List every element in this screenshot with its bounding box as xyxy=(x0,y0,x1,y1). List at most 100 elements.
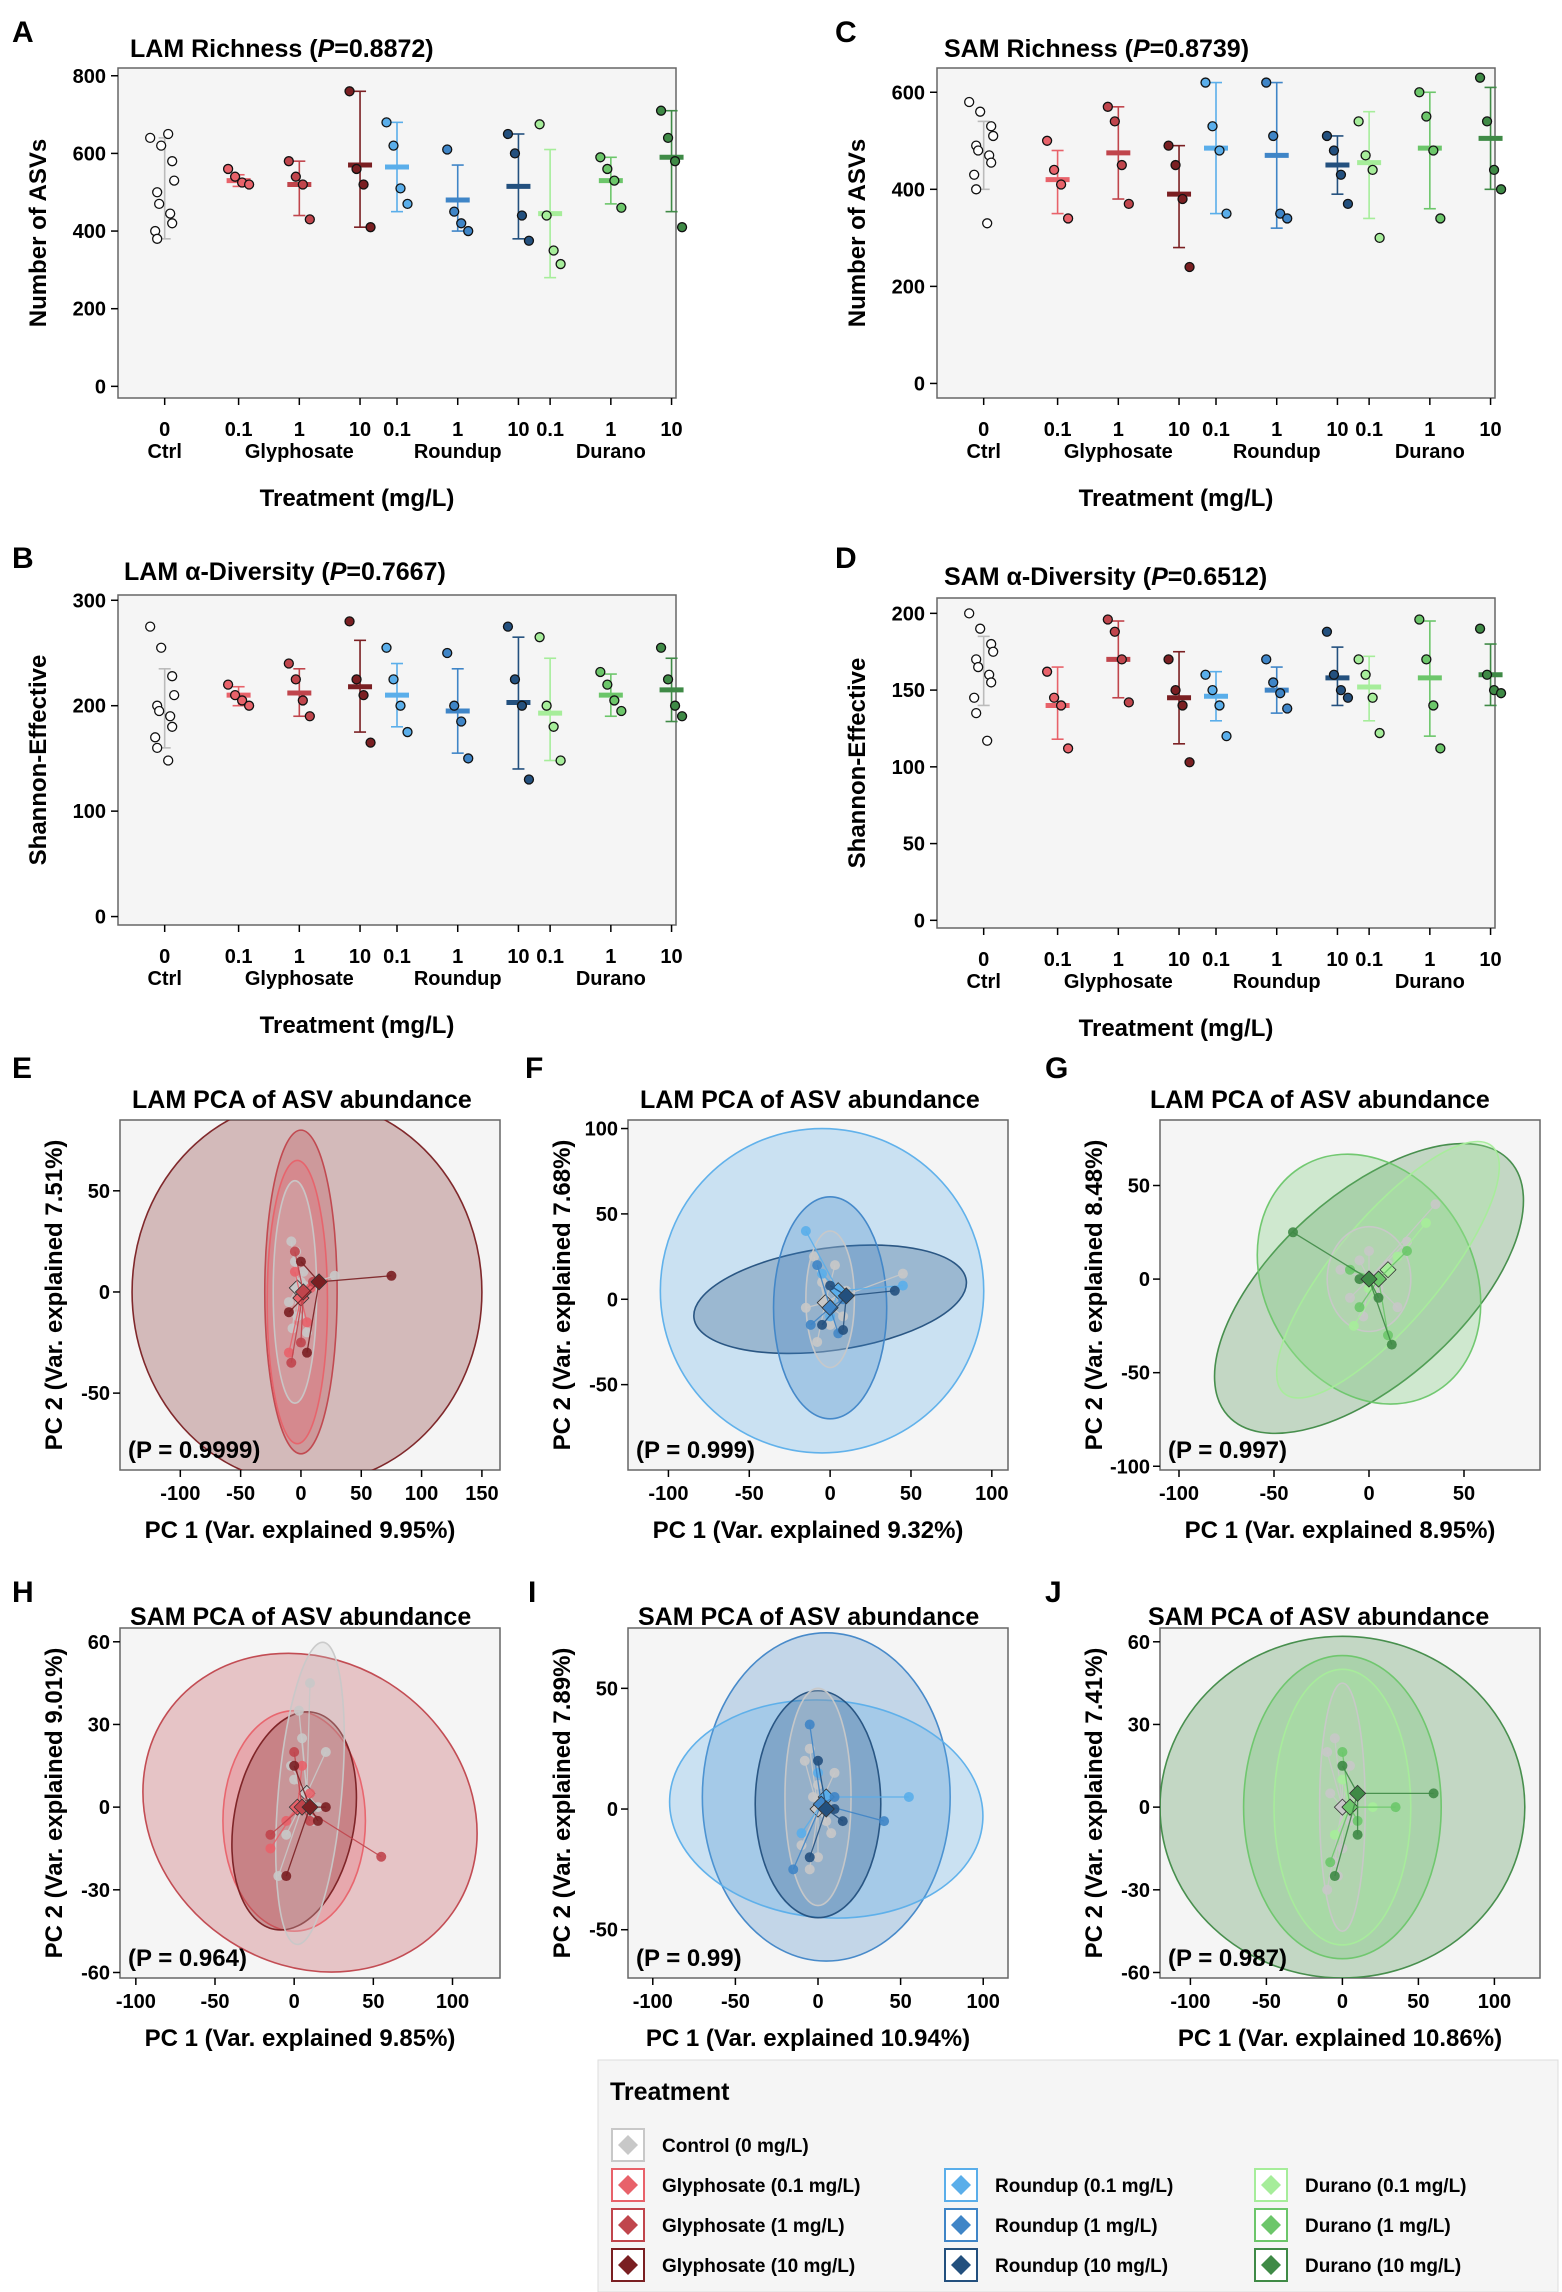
x-group-label: Durano xyxy=(576,441,646,463)
data-point xyxy=(388,674,399,685)
x-tick-label: 0 xyxy=(978,419,989,441)
y-tick-label: 400 xyxy=(892,179,925,201)
sample-point xyxy=(796,1840,807,1851)
sample-point xyxy=(283,1307,294,1318)
data-point xyxy=(516,700,528,711)
data-point xyxy=(442,647,453,659)
x-tick-label: 10 xyxy=(1168,419,1190,441)
x-tick-label: -50 xyxy=(1252,1991,1281,2013)
x-tick-label: 0.1 xyxy=(1355,949,1383,971)
x-tick-label: 0 xyxy=(1337,1991,1348,2013)
data-point xyxy=(1360,150,1371,161)
x-tick-label: 0.1 xyxy=(383,419,411,441)
data-point xyxy=(297,179,308,190)
data-point xyxy=(229,690,241,701)
chart-title: SAM Richness (P=0.8739) xyxy=(944,35,1249,63)
y-tick-label: 60 xyxy=(1128,1632,1150,1654)
x-tick-label: 1 xyxy=(452,419,463,441)
legend-swatch xyxy=(944,2248,978,2282)
spider-line xyxy=(1368,1278,1393,1345)
data-point xyxy=(595,152,606,163)
data-point xyxy=(1421,111,1432,122)
x-group-label: Roundup xyxy=(414,441,502,463)
data-point xyxy=(402,198,413,210)
sample-point xyxy=(297,1760,308,1771)
data-point xyxy=(975,623,986,634)
pca-content xyxy=(1213,1140,1525,1435)
data-point xyxy=(1214,145,1225,156)
data-point xyxy=(609,695,620,706)
data-point xyxy=(509,148,521,159)
plot-area xyxy=(119,1119,501,1471)
chart-title: LAM PCA of ASV abundance xyxy=(640,1086,980,1114)
data-point xyxy=(169,175,180,186)
y-tick-label: -50 xyxy=(1121,1363,1150,1385)
legend-label: Durano (10 mg/L) xyxy=(1305,2256,1461,2277)
sample-point xyxy=(805,1319,816,1330)
data-point xyxy=(163,755,174,766)
data-point xyxy=(290,171,301,182)
data-point xyxy=(156,140,167,151)
data-point xyxy=(365,222,376,233)
chart-title: LAM Richness (P=0.8872) xyxy=(130,35,434,63)
data-point xyxy=(1428,145,1439,156)
legend-item: Durano (1 mg/L) xyxy=(1254,2208,1451,2242)
legend-swatch xyxy=(1254,2208,1288,2242)
x-tick-label: -100 xyxy=(160,1483,200,1505)
data-point xyxy=(167,156,178,167)
panel-label: H xyxy=(12,1576,34,1609)
centroid-diamond xyxy=(294,1283,312,1301)
y-tick-label: 50 xyxy=(1128,1176,1150,1198)
legend-label: Roundup (1 mg/L) xyxy=(995,2216,1158,2237)
data-point xyxy=(1374,727,1385,739)
data-point xyxy=(1200,669,1211,680)
data-point xyxy=(555,258,566,270)
spider-line xyxy=(298,1710,308,1794)
data-point xyxy=(463,225,474,237)
data-point xyxy=(152,233,163,244)
data-point xyxy=(1170,159,1181,171)
x-tick-label: -100 xyxy=(648,1483,688,1505)
sample-point xyxy=(1329,1829,1340,1840)
x-tick-label: 0.1 xyxy=(536,419,564,441)
x-group-label: Glyphosate xyxy=(245,968,354,990)
spider-line xyxy=(817,1760,827,1810)
data-point xyxy=(1116,654,1127,665)
x-tick-label: 0 xyxy=(159,419,170,441)
data-point xyxy=(1353,654,1364,665)
legend-diamond xyxy=(951,2215,971,2235)
data-point xyxy=(1367,692,1378,703)
centroid-diamond xyxy=(837,1287,855,1305)
sample-point xyxy=(265,1843,276,1854)
x-tick-label: 150 xyxy=(465,1483,498,1505)
title-p-label: P xyxy=(1151,563,1168,591)
x-axis-title: PC 1 (Var. explained 8.95%) xyxy=(1185,1517,1496,1544)
p-value-label: (P = 0.997) xyxy=(1168,1437,1287,1464)
spider-line xyxy=(846,1290,895,1297)
data-point xyxy=(167,721,178,732)
sample-point xyxy=(799,1755,810,1766)
sample-point xyxy=(286,1236,297,1247)
x-tick-label: 50 xyxy=(889,1991,911,2013)
y-tick-label: 0 xyxy=(914,910,925,932)
data-point xyxy=(229,171,241,182)
x-tick-label: 10 xyxy=(1479,419,1501,441)
data-point xyxy=(1041,135,1053,146)
data-point xyxy=(523,235,535,246)
plot-area xyxy=(627,1119,1009,1471)
spider-line xyxy=(1292,1231,1370,1280)
sample-point xyxy=(305,1815,315,1826)
data-point xyxy=(1353,116,1364,127)
data-point xyxy=(1282,703,1293,714)
y-tick-label: 50 xyxy=(88,1181,110,1203)
data-point xyxy=(463,753,474,764)
data-point xyxy=(169,690,180,701)
y-tick-label: 50 xyxy=(903,834,925,856)
sample-point xyxy=(879,1816,890,1827)
y-tick-label: 200 xyxy=(892,603,925,625)
x-tick-label: 10 xyxy=(349,946,371,968)
x-tick-label: 10 xyxy=(507,946,529,968)
data-point xyxy=(1321,626,1333,637)
sample-point xyxy=(1390,1802,1401,1813)
sample-point xyxy=(813,1852,823,1863)
